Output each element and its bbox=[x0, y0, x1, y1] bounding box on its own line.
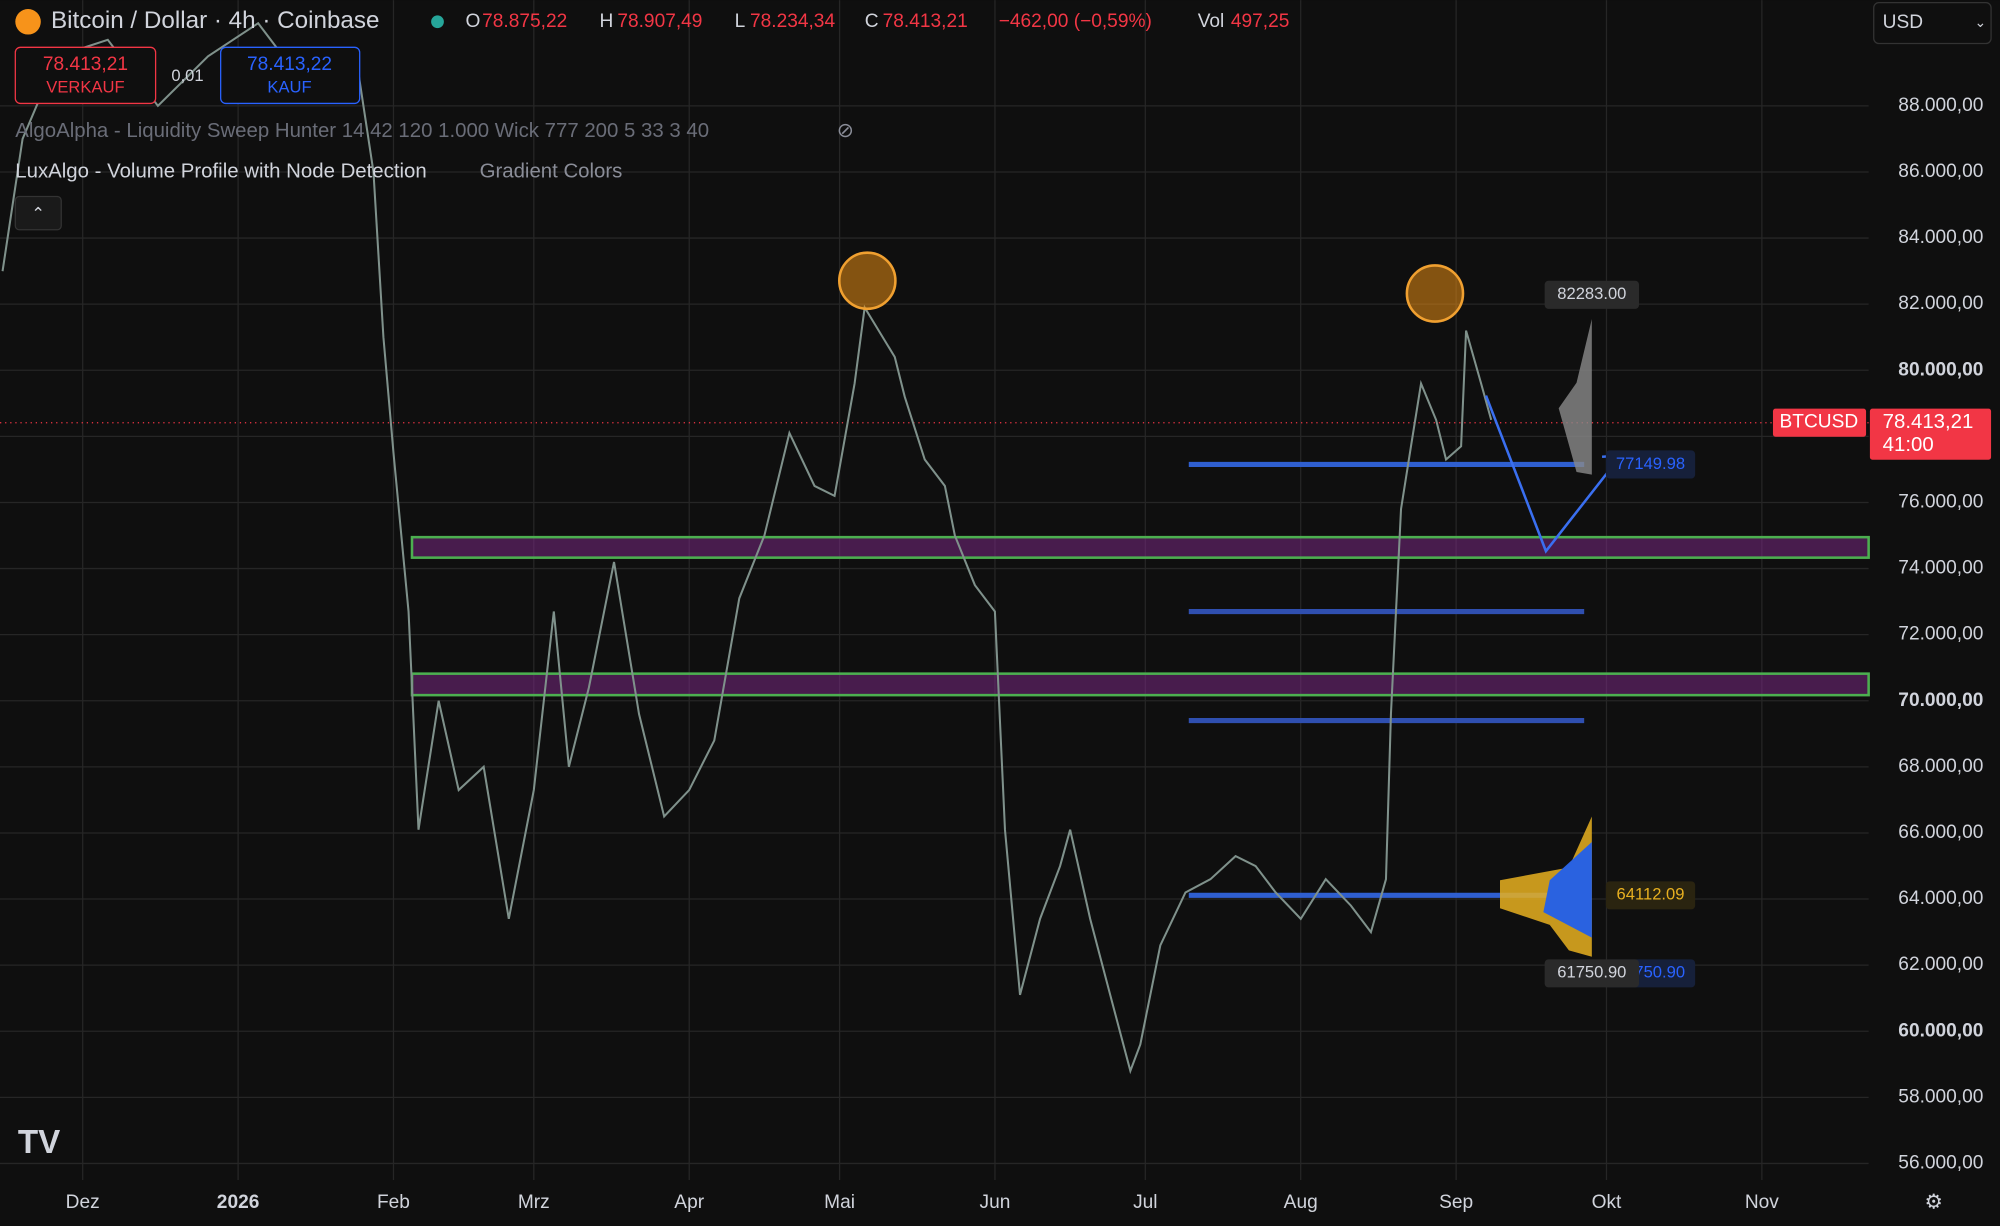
ohlc-label: L bbox=[735, 11, 746, 32]
x-tick-label: Jun bbox=[980, 1192, 1011, 1213]
quantity: 0,01 bbox=[171, 66, 203, 85]
collapse-button[interactable] bbox=[14, 195, 62, 231]
sell-price: 78.413,21 bbox=[43, 54, 128, 75]
level-tag-label: 77149.98 bbox=[1616, 454, 1685, 473]
grid bbox=[0, 0, 1869, 1180]
x-tick-label: Aug bbox=[1284, 1192, 1318, 1213]
level-tag bbox=[1544, 280, 1640, 309]
x-tick-label: Sep bbox=[1439, 1192, 1473, 1213]
ohlc-label: O bbox=[466, 11, 481, 32]
coin-icon bbox=[15, 9, 41, 35]
level-tag bbox=[1544, 959, 1640, 988]
y-tick-label: 68.000,00 bbox=[1898, 756, 1983, 777]
y-tick-label: 84.000,00 bbox=[1898, 227, 1983, 248]
ohlc-value: 78.907,49 bbox=[617, 11, 702, 32]
projection-arrow bbox=[1484, 395, 1621, 554]
ohlc-value: 78.234,34 bbox=[750, 11, 835, 32]
settings-icon[interactable]: ⚙ bbox=[1925, 1191, 1943, 1213]
zone bbox=[410, 672, 1870, 697]
y-tick-label: 56.000,00 bbox=[1898, 1152, 1983, 1173]
level-tag-label: 64112.09 bbox=[1617, 885, 1685, 904]
y-tick-label: 62.000,00 bbox=[1898, 954, 1983, 975]
buy-button[interactable] bbox=[220, 46, 361, 105]
level-tag bbox=[1605, 881, 1696, 910]
price-tag-label: 78.413,21 bbox=[1883, 411, 1974, 433]
x-tick-label: Dez bbox=[66, 1192, 100, 1213]
volume: 497,25 bbox=[1231, 11, 1290, 32]
zone bbox=[410, 535, 1870, 559]
x-tick-label: Jul bbox=[1133, 1192, 1157, 1213]
ohlc-label: C bbox=[865, 11, 879, 32]
logo: TV bbox=[18, 1124, 60, 1161]
ohlc-label: H bbox=[599, 11, 613, 32]
currency-select[interactable] bbox=[1873, 2, 1992, 45]
volume-profile bbox=[1543, 841, 1592, 938]
y-tick-label: 88.000,00 bbox=[1898, 95, 1983, 116]
y-tick-label: 82.000,00 bbox=[1898, 293, 1983, 314]
y-tick-label: 64.000,00 bbox=[1898, 888, 1983, 909]
level-tag-label: 82283.00 bbox=[1557, 284, 1626, 303]
dropdown-icon: ⌄ bbox=[1974, 14, 1986, 30]
y-tick-label: 58.000,00 bbox=[1898, 1086, 1983, 1107]
y-tick-label: 72.000,00 bbox=[1898, 624, 1983, 645]
sell-button[interactable] bbox=[14, 46, 157, 105]
x-tick-label: Mai bbox=[824, 1192, 855, 1213]
volume-profile bbox=[1558, 318, 1592, 475]
y-tick-label: 74.000,00 bbox=[1898, 558, 1983, 579]
price-tag-countdown: 41:00 bbox=[1883, 434, 1934, 456]
collapse-icon: ⌃ bbox=[31, 204, 45, 223]
y-tick-label: 80.000,00 bbox=[1898, 359, 1983, 380]
symbol-tag bbox=[1772, 408, 1867, 437]
ohlc-label: Vol bbox=[1198, 11, 1225, 32]
x-tick-label: Okt bbox=[1592, 1192, 1622, 1213]
y-tick-label: 76.000,00 bbox=[1898, 492, 1983, 513]
symbol[interactable]: Bitcoin / Dollar · 4h · Coinbase bbox=[51, 7, 379, 34]
buy-price: 78.413,22 bbox=[247, 54, 332, 75]
y-tick-label: 60.000,00 bbox=[1898, 1020, 1983, 1041]
labels: Dez 2026 Feb Mrz Apr Mai Jun Jul Aug Sep Okt Nov 56.… bbox=[66, 95, 1992, 1213]
sell-label: VERKAUF bbox=[46, 78, 124, 97]
indicator-style: Gradient Colors bbox=[480, 161, 623, 183]
ohlc-value: 78.875,22 bbox=[482, 11, 567, 32]
x-tick-label: Mrz bbox=[518, 1192, 550, 1213]
price-tag bbox=[1869, 408, 1992, 460]
y-tick-label: 70.000,00 bbox=[1898, 690, 1983, 711]
hidden-icon[interactable]: ⊘ bbox=[837, 120, 854, 142]
high-marker bbox=[1405, 264, 1465, 323]
buy-label: KAUF bbox=[267, 78, 311, 97]
currency: USD bbox=[1883, 12, 1923, 33]
change: −462,00 (−0,59%) bbox=[999, 11, 1152, 32]
x-tick-label: Nov bbox=[1745, 1192, 1779, 1213]
high-marker bbox=[838, 251, 897, 311]
status-dot bbox=[431, 15, 444, 29]
symbol-tag-label: BTCUSD bbox=[1780, 412, 1859, 433]
y-tick-label: 86.000,00 bbox=[1898, 161, 1983, 182]
indicator[interactable]: AlgoAlpha - Liquidity Sweep Hunter 14 42… bbox=[15, 120, 709, 142]
y-tick-label: 66.000,00 bbox=[1898, 822, 1983, 843]
ohlc-value: 78.413,21 bbox=[883, 11, 968, 32]
x-tick-label: 2026 bbox=[217, 1192, 260, 1213]
x-tick-label: Apr bbox=[674, 1192, 704, 1213]
level-tag bbox=[1605, 450, 1696, 479]
indicator[interactable]: LuxAlgo - Volume Profile with Node Detec… bbox=[15, 161, 426, 183]
x-tick-label: Feb bbox=[377, 1192, 410, 1213]
level-tag-label: 61750.90 bbox=[1557, 963, 1626, 982]
price-line bbox=[1, 21, 1493, 1075]
